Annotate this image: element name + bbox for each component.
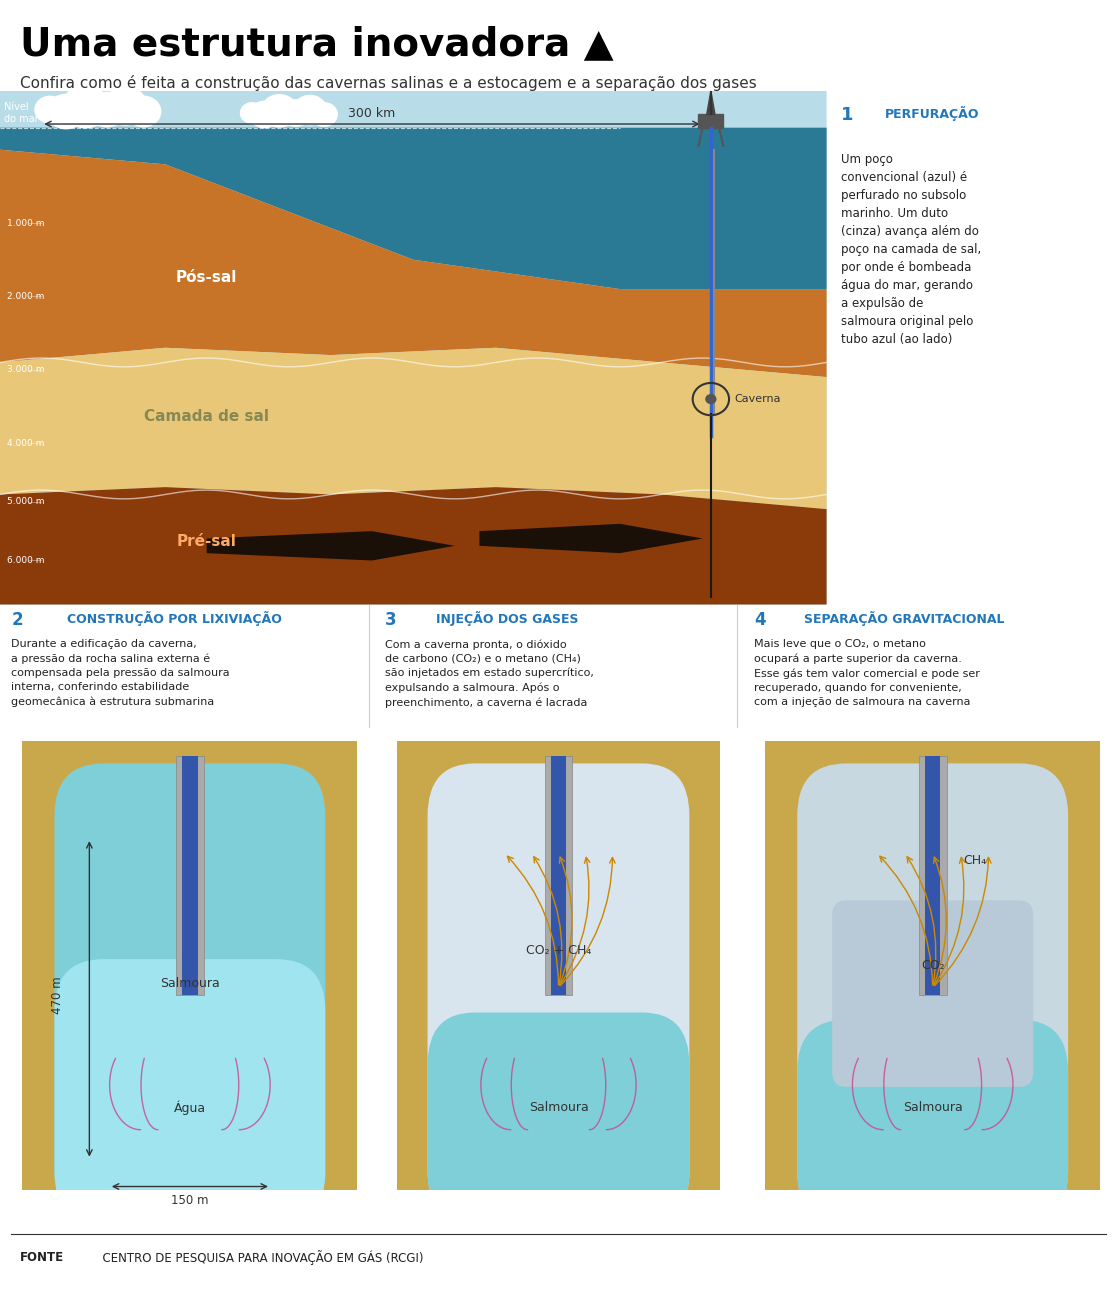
FancyBboxPatch shape	[55, 959, 325, 1223]
Text: 4.000 m: 4.000 m	[7, 438, 44, 447]
Circle shape	[311, 103, 337, 126]
Polygon shape	[207, 532, 455, 560]
FancyBboxPatch shape	[428, 763, 689, 1223]
FancyBboxPatch shape	[6, 723, 374, 1208]
Text: Nível
do mar: Nível do mar	[4, 103, 39, 124]
Bar	[919, 755, 947, 996]
Text: 1: 1	[841, 107, 853, 125]
Text: CO₂ + CH₄: CO₂ + CH₄	[526, 944, 591, 957]
Bar	[182, 755, 198, 996]
Bar	[162, 733, 218, 838]
Circle shape	[87, 92, 126, 127]
Text: Água: Água	[174, 1100, 206, 1114]
Polygon shape	[707, 91, 715, 114]
Text: 5.000 m: 5.000 m	[7, 498, 44, 506]
Circle shape	[249, 101, 279, 127]
Text: 150 m: 150 m	[171, 1195, 209, 1208]
Bar	[765, 741, 1100, 823]
Circle shape	[294, 95, 326, 125]
FancyBboxPatch shape	[55, 763, 325, 1223]
Text: Volume:
8 milhões
de m³: Volume: 8 milhões de m³	[250, 876, 302, 913]
FancyBboxPatch shape	[428, 1013, 689, 1223]
Circle shape	[706, 395, 716, 403]
Text: CH₄: CH₄	[963, 854, 986, 867]
Polygon shape	[0, 348, 827, 510]
Polygon shape	[0, 127, 827, 289]
Text: Com a caverna pronta, o dióxido
de carbono (CO₂) e o metano (CH₄)
são injetados : Com a caverna pronta, o dióxido de carbo…	[385, 640, 594, 707]
Circle shape	[281, 100, 311, 126]
Circle shape	[47, 95, 86, 129]
Text: PERFURAÇÃO: PERFURAÇÃO	[885, 107, 980, 121]
Circle shape	[104, 87, 146, 125]
Circle shape	[126, 96, 161, 127]
Text: 3: 3	[385, 611, 397, 629]
FancyBboxPatch shape	[748, 723, 1117, 1208]
Text: Um poço
convencional (azul) é
perfurado no subsolo
marinho. Um duto
(cinza) avan: Um poço convencional (azul) é perfurado …	[841, 152, 982, 346]
Text: Uma estrutura inovadora ▲: Uma estrutura inovadora ▲	[20, 26, 613, 64]
Bar	[551, 755, 566, 996]
Bar	[545, 755, 572, 996]
Text: Durante a edificação da caverna,
a pressão da rocha salina externa é
compensada : Durante a edificação da caverna, a press…	[11, 640, 230, 707]
Polygon shape	[0, 150, 827, 377]
Text: 300 km: 300 km	[349, 108, 395, 121]
Bar	[905, 733, 961, 838]
Polygon shape	[0, 488, 827, 604]
Bar	[397, 741, 720, 823]
Text: 470 m: 470 m	[50, 976, 64, 1014]
Text: CO₂: CO₂	[920, 959, 945, 972]
Text: Mais leve que o CO₂, o metano
ocupará a parte superior da caverna.
Esse gás tem : Mais leve que o CO₂, o metano ocupará a …	[754, 640, 980, 707]
Text: INJEÇÃO DOS GASES: INJEÇÃO DOS GASES	[436, 611, 579, 625]
FancyBboxPatch shape	[380, 723, 737, 1208]
Bar	[176, 755, 204, 996]
FancyBboxPatch shape	[0, 91, 827, 604]
Circle shape	[61, 86, 109, 127]
Text: Salmoura: Salmoura	[528, 1101, 589, 1114]
Bar	[925, 755, 941, 996]
Text: 3.000 m: 3.000 m	[7, 365, 44, 374]
FancyBboxPatch shape	[832, 901, 1033, 1087]
Text: Caverna: Caverna	[734, 394, 781, 404]
Text: Pós-sal: Pós-sal	[176, 269, 237, 285]
Text: 1.000 m: 1.000 m	[7, 218, 44, 227]
FancyBboxPatch shape	[798, 1019, 1068, 1223]
Text: 2: 2	[11, 611, 22, 629]
Text: FONTE: FONTE	[20, 1251, 65, 1264]
Text: 4: 4	[754, 611, 765, 629]
FancyBboxPatch shape	[798, 763, 1068, 1223]
Text: CENTRO DE PESQUISA PARA INOVAÇÃO EM GÁS (RCGI): CENTRO DE PESQUISA PARA INOVAÇÃO EM GÁS …	[95, 1249, 423, 1265]
Circle shape	[35, 96, 65, 124]
Polygon shape	[479, 524, 703, 554]
Text: Salmoura: Salmoura	[160, 978, 220, 991]
Bar	[532, 733, 585, 838]
Text: CONSTRUÇÃO POR LIXIVIAÇÃO: CONSTRUÇÃO POR LIXIVIAÇÃO	[67, 611, 281, 625]
Bar	[22, 741, 357, 823]
Text: Pré-sal: Pré-sal	[176, 534, 237, 549]
Bar	[698, 114, 724, 127]
Text: Camada de sal: Camada de sal	[144, 410, 269, 424]
Text: SEPARAÇÃO GRAVITACIONAL: SEPARAÇÃO GRAVITACIONAL	[804, 611, 1004, 625]
Text: 2.000 m: 2.000 m	[7, 292, 44, 300]
Text: Confira como é feita a construção das cavernas salinas e a estocagem e a separaç: Confira como é feita a construção das ca…	[20, 74, 757, 91]
Text: Salmoura: Salmoura	[903, 1101, 963, 1114]
Text: 6.000 m: 6.000 m	[7, 556, 44, 566]
Circle shape	[261, 95, 297, 127]
Circle shape	[240, 103, 264, 124]
